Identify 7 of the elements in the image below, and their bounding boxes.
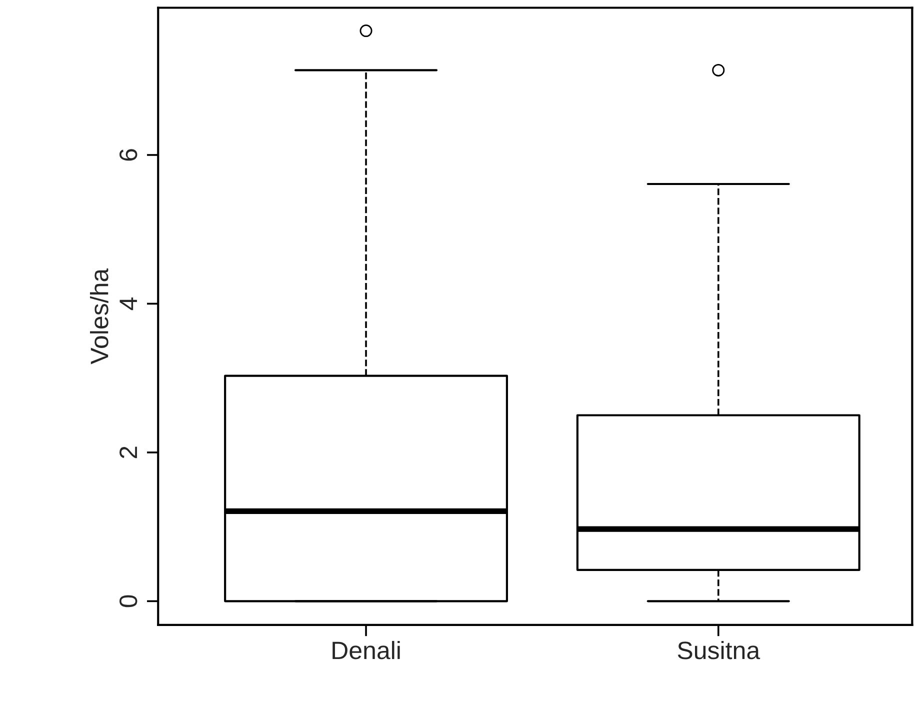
y-axis-title: Voles/ha — [90, 268, 108, 364]
x-tick-label: Denali — [332, 640, 400, 660]
y-tick-label: 6 — [120, 149, 138, 161]
x-tick-label: Susitna — [678, 640, 760, 660]
y-tick-label: 4 — [120, 297, 137, 310]
y-tick-label: 2 — [120, 446, 137, 458]
y-tick-label: 0 — [120, 595, 138, 608]
